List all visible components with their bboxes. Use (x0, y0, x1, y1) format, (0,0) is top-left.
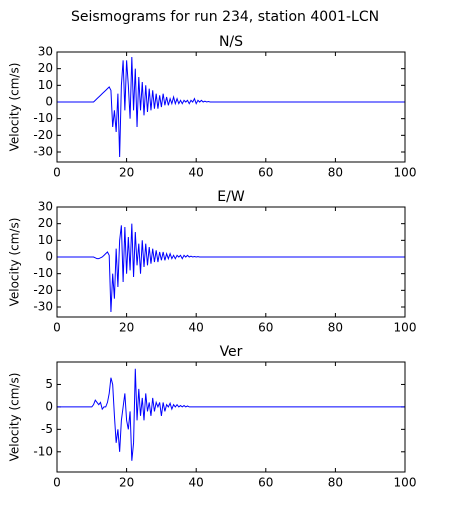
x-tick-label: 100 (394, 476, 417, 490)
y-tick-label: -20 (33, 128, 53, 142)
x-tick-label: 40 (189, 321, 204, 335)
y-tick-label: -10 (33, 444, 53, 458)
y-axis-label: Velocity (cm/s) (8, 373, 22, 462)
x-tick-label: 100 (394, 321, 417, 335)
y-axis-label: Velocity (cm/s) (8, 218, 22, 307)
axes-title: N/S (219, 34, 243, 50)
axes-frame (56, 361, 406, 473)
y-axis-label: Velocity (cm/s) (8, 63, 22, 152)
y-tick-label: 10 (38, 233, 53, 247)
x-tick-label: 80 (328, 166, 343, 180)
x-tick-label: 80 (328, 321, 343, 335)
x-tick-label: 60 (258, 321, 273, 335)
figure-title: Seismograms for run 234, station 4001-LC… (71, 9, 379, 25)
x-tick-label: 60 (258, 476, 273, 490)
x-tick-label: 100 (394, 166, 417, 180)
x-tick-label: 0 (53, 321, 61, 335)
axes-title: Ver (220, 344, 243, 360)
y-tick-label: 30 (38, 45, 53, 59)
y-tick-label: 20 (38, 61, 53, 75)
axes-frame (56, 51, 406, 163)
y-tick-label: 0 (45, 95, 53, 109)
y-tick-label: -10 (33, 111, 53, 125)
x-tick-label: 40 (189, 166, 204, 180)
y-tick-label: -20 (33, 283, 53, 297)
y-tick-label: -30 (33, 145, 53, 159)
series-line (57, 56, 405, 158)
y-tick-label: 0 (45, 399, 53, 413)
x-tick-label: 60 (258, 166, 273, 180)
series-line (57, 223, 405, 313)
x-tick-label: 20 (119, 166, 134, 180)
y-tick-label: 10 (38, 78, 53, 92)
y-tick-label: 20 (38, 216, 53, 230)
x-tick-label: 0 (53, 476, 61, 490)
x-tick-label: 0 (53, 166, 61, 180)
axes-title: E/W (217, 189, 245, 205)
y-tick-label: -5 (41, 422, 53, 436)
x-tick-label: 80 (328, 476, 343, 490)
y-tick-label: -30 (33, 300, 53, 314)
x-tick-label: 20 (119, 321, 134, 335)
x-tick-label: 40 (189, 476, 204, 490)
y-tick-label: 0 (45, 250, 53, 264)
axes-frame (56, 206, 406, 318)
series-line (57, 368, 405, 461)
y-tick-label: 5 (45, 377, 53, 391)
y-tick-label: -10 (33, 266, 53, 280)
x-tick-label: 20 (119, 476, 134, 490)
y-tick-label: 30 (38, 200, 53, 214)
